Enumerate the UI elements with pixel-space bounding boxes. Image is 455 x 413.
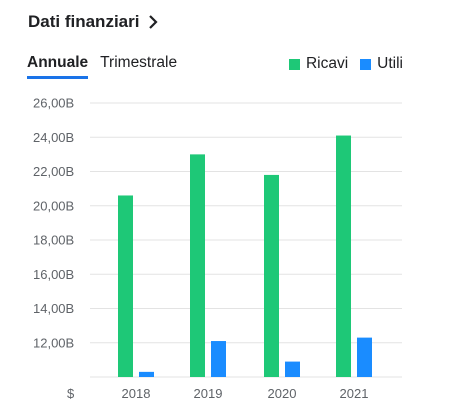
y-tick-label: 12,00B [33, 335, 74, 350]
legend-label-ricavi: Ricavi [305, 55, 349, 72]
y-tick-label: 24,00B [33, 130, 74, 145]
x-tick-label: 2021 [340, 386, 369, 401]
x-tick-label: 2018 [122, 386, 151, 401]
bar-utili-2018 [139, 371, 154, 377]
legend-item-ricavi: Ricavi [288, 55, 349, 73]
bar-ricavi-2021 [336, 135, 351, 377]
period-tabs: Annuale Trimestrale [27, 54, 177, 79]
x-tick-label: 2020 [268, 386, 297, 401]
y-tick-label: 22,00B [33, 164, 74, 179]
bar-ricavi-2018 [118, 195, 133, 377]
section-title: Dati finanziari [28, 12, 140, 31]
legend-label-utili: Utili [377, 55, 403, 72]
x-tick-label: 2019 [194, 386, 223, 401]
y-tick-label: 18,00B [33, 233, 74, 248]
chevron-right-icon [149, 15, 159, 29]
y-tick-label: 20,00B [33, 198, 74, 213]
currency-label: $ [67, 386, 75, 401]
bar-ricavi-2019 [190, 154, 205, 377]
bar-utili-2021 [357, 337, 372, 377]
bar-utili-2019 [211, 341, 226, 377]
legend-swatch-utili [360, 58, 372, 70]
section-title-link[interactable]: Dati finanziari [28, 9, 159, 35]
y-tick-label: 14,00B [33, 301, 74, 316]
bar-ricavi-2020 [264, 174, 279, 377]
y-tick-label: 26,00B [33, 96, 74, 111]
tab-annual[interactable]: Annuale [27, 54, 89, 79]
tab-quarterly[interactable]: Trimestrale [100, 54, 178, 71]
bar-utili-2020 [285, 361, 300, 377]
legend-swatch-ricavi [288, 58, 300, 70]
y-tick-label: 16,00B [33, 267, 74, 282]
legend-item-utili: Utili [360, 55, 403, 73]
chart-legend: Ricavi Utili [288, 55, 403, 73]
